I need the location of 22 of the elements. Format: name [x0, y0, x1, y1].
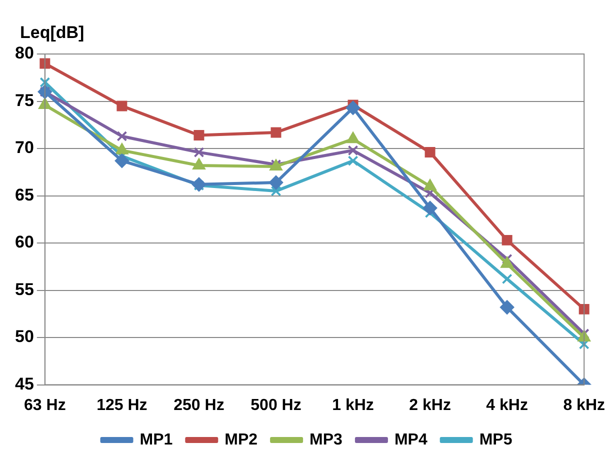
- x-tick-label: 4 kHz: [486, 396, 528, 414]
- x-tick-label: 125 Hz: [96, 396, 148, 414]
- x-tick-label: 2 kHz: [409, 396, 451, 414]
- y-tick-label: 65: [14, 185, 34, 204]
- y-tick-label: 75: [14, 90, 34, 110]
- y-tick-label: 70: [14, 138, 34, 158]
- legend-label: MP1: [140, 431, 173, 448]
- y-tick-label: 45: [14, 374, 34, 394]
- y-tick-label: 50: [14, 327, 34, 346]
- x-tick-label: 1 kHz: [332, 396, 374, 414]
- y-tick-label: 60: [14, 232, 34, 252]
- legend-label: MP2: [224, 431, 258, 448]
- legend-label: MP4: [394, 431, 428, 448]
- y-axis-title: Leq[dB]: [20, 23, 84, 42]
- y-tick-label: 55: [14, 280, 34, 299]
- x-tick-label: 63 Hz: [24, 396, 66, 414]
- x-tick-label: 250 Hz: [174, 396, 224, 414]
- y-tick-label: 80: [14, 44, 34, 63]
- legend-label: MP5: [479, 431, 512, 448]
- x-tick-label: 8 kHz: [563, 396, 605, 414]
- x-tick-label: 500 Hz: [250, 396, 302, 414]
- legend-label: MP3: [310, 431, 343, 448]
